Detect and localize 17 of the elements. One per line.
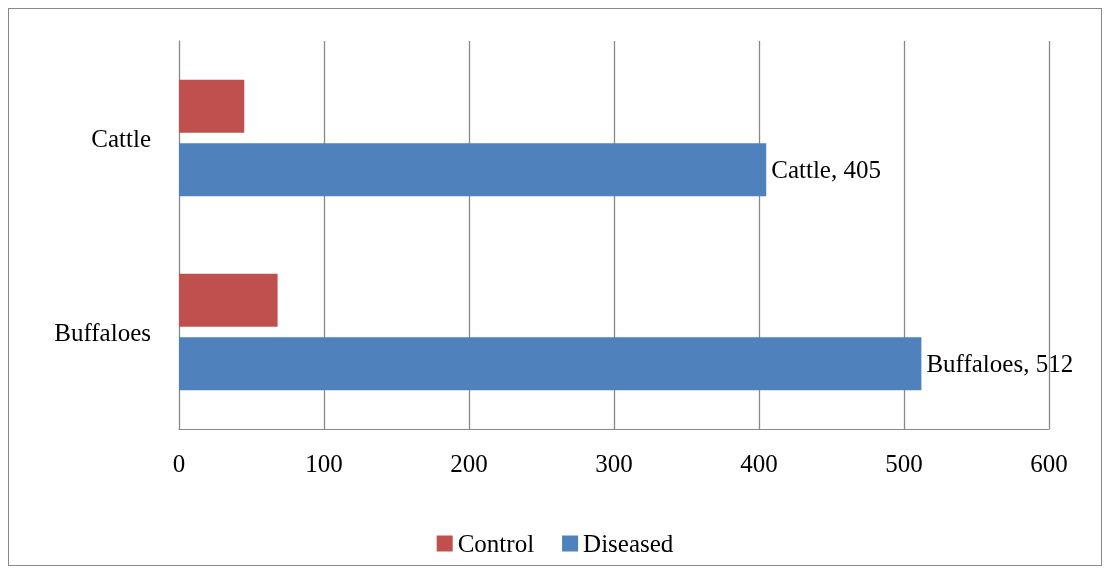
bar [179,273,278,327]
y-tick-label: Buffaloes [54,318,151,346]
x-tick-label: 100 [305,450,343,477]
data-label: Cattle, 405 [771,156,881,184]
x-tick-label: 500 [885,450,923,477]
y-tick-label: Cattle [91,124,151,152]
x-tick-label: 600 [1030,450,1068,477]
bar [179,337,922,391]
x-tick-label: 0 [172,450,186,477]
legend-label: Diseased [583,530,674,557]
data-label: Buffaloes, 512 [926,350,1074,378]
x-tick-label: 200 [450,450,488,477]
x-tick-label: 400 [740,450,778,477]
legend-label: Control [457,530,535,557]
x-tick-label: 300 [595,450,633,477]
bar [179,143,767,197]
bar [179,79,245,133]
